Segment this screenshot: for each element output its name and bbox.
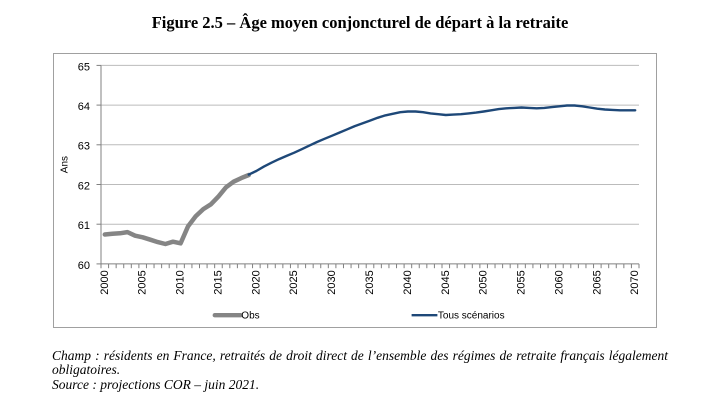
svg-text:63: 63 [78,141,90,153]
svg-text:2050: 2050 [478,270,490,294]
svg-text:65: 65 [78,61,90,73]
svg-text:2015: 2015 [213,270,225,294]
svg-text:61: 61 [78,220,90,232]
svg-text:60: 60 [78,260,90,272]
svg-text:64: 64 [78,101,90,113]
svg-text:2025: 2025 [288,270,300,294]
svg-text:2055: 2055 [516,270,528,294]
svg-text:2010: 2010 [175,270,187,294]
svg-text:2040: 2040 [402,270,414,294]
svg-text:2035: 2035 [364,270,376,294]
svg-text:2030: 2030 [326,270,338,294]
svg-text:2060: 2060 [553,270,565,294]
svg-text:Obs: Obs [241,311,259,322]
svg-text:2005: 2005 [137,270,149,294]
svg-text:Tous scénarios: Tous scénarios [438,311,505,322]
svg-text:2045: 2045 [440,270,452,294]
svg-text:Ans: Ans [60,156,71,173]
svg-text:2065: 2065 [591,270,603,294]
svg-text:62: 62 [78,180,90,192]
svg-text:2070: 2070 [629,270,641,294]
svg-text:2000: 2000 [99,270,111,294]
svg-text:2020: 2020 [250,270,262,294]
